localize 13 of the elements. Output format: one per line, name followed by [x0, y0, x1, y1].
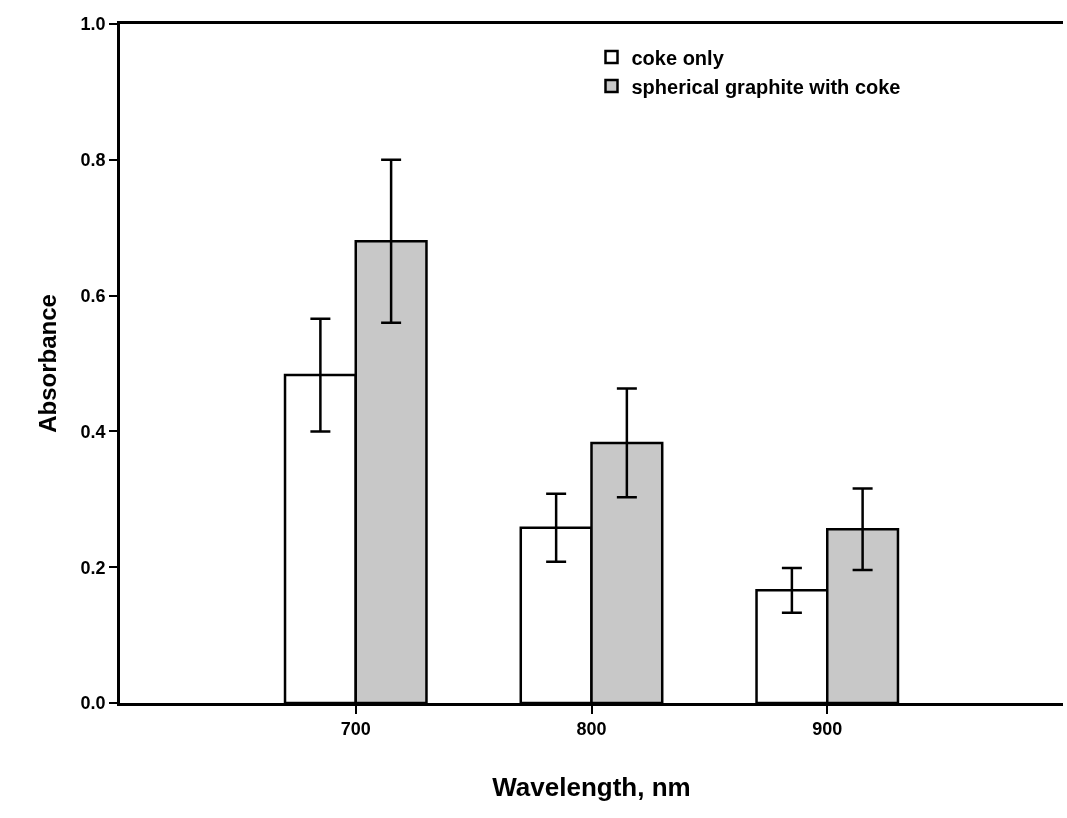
y-tick-label: 0.0 [80, 693, 106, 714]
y-tick-label: 1.0 [80, 14, 106, 35]
x-tick-label: 800 [576, 719, 607, 740]
x-axis-title: Wavelength, nm [492, 772, 691, 803]
legend-label: coke only [631, 46, 725, 69]
x-tick-label: 700 [340, 719, 371, 740]
y-tick-label: 0.2 [80, 557, 106, 578]
y-tick-label: 0.6 [80, 285, 106, 306]
y-tick-label: 0.8 [80, 150, 106, 171]
y-axis-title: Absorbance [33, 294, 61, 433]
y-tick-label: 0.4 [80, 421, 106, 442]
legend-label: spherical graphite with coke [631, 75, 901, 98]
x-tick-label: 900 [812, 719, 843, 740]
